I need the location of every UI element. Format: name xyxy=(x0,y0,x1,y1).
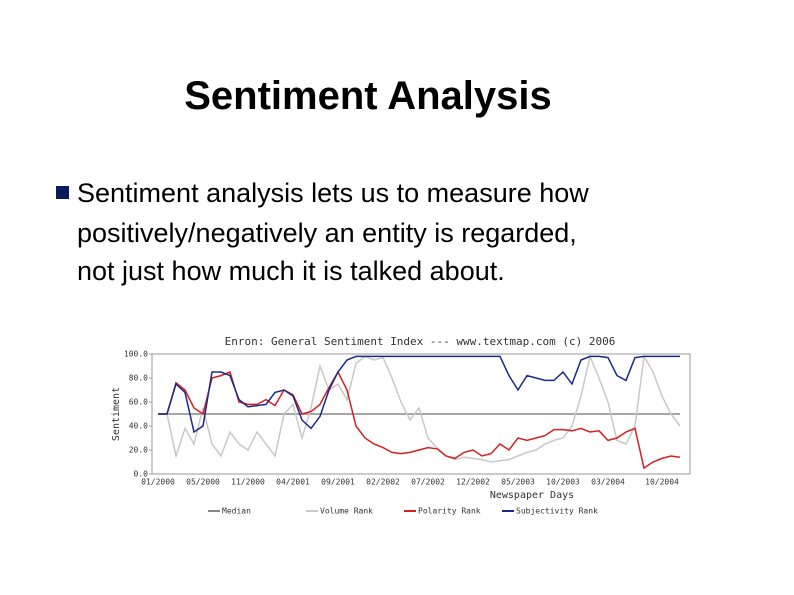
x-tick-label: 10/2004 xyxy=(645,478,679,487)
legend-label: Volume Rank xyxy=(320,507,373,516)
legend-label: Subjectivity Rank xyxy=(516,507,598,516)
bullet-text: not just how much it is talked about. xyxy=(77,256,505,286)
bullet-marker xyxy=(56,186,69,199)
legend-label: Median xyxy=(222,507,251,516)
plot-frame xyxy=(151,353,691,475)
x-tick-label: 10/2003 xyxy=(546,478,580,487)
x-tick-label: 07/2002 xyxy=(411,478,445,487)
bullet-text: positively/negatively an entity is regar… xyxy=(77,218,577,248)
x-tick-label: 04/2001 xyxy=(276,478,310,487)
slide-title: Sentiment Analysis xyxy=(184,74,552,118)
x-tick-label: 05/2003 xyxy=(501,478,535,487)
data-line xyxy=(158,353,681,463)
y-tick-label: 60.0 xyxy=(129,398,148,407)
x-tick-label: 03/2004 xyxy=(591,478,625,487)
y-axis-label: Sentiment xyxy=(111,387,122,441)
y-tick-label: 20.0 xyxy=(129,446,148,455)
bullet-text: Sentiment analysis lets us to measure ho… xyxy=(77,178,589,208)
x-axis-label: Newspaper Days xyxy=(490,490,574,501)
x-tick-label: 11/2000 xyxy=(231,478,265,487)
legend-label: Polarity Rank xyxy=(418,507,481,516)
y-tick-label: 100.0 xyxy=(124,350,148,359)
data-line xyxy=(158,355,680,434)
x-tick-label: 02/2002 xyxy=(366,478,400,487)
y-tick-label: 80.0 xyxy=(129,374,148,383)
x-tick-label: 05/2000 xyxy=(186,478,220,487)
y-tick-label: 0.0 xyxy=(134,470,149,479)
x-tick-label: 09/2001 xyxy=(321,478,355,487)
x-tick-label: 12/2002 xyxy=(456,478,490,487)
y-tick-label: 40.0 xyxy=(129,422,148,431)
x-tick-label: 01/2000 xyxy=(141,478,175,487)
chart-title: Enron: General Sentiment Index --- www.t… xyxy=(225,335,616,348)
